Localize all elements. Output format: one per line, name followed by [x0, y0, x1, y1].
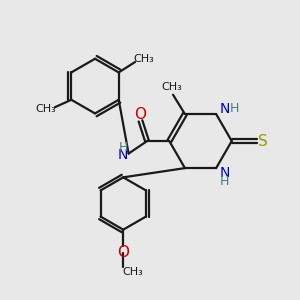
- Text: O: O: [117, 245, 129, 260]
- Text: S: S: [258, 134, 268, 148]
- Text: N: N: [219, 167, 230, 181]
- Text: CH₃: CH₃: [161, 82, 182, 92]
- Text: H: H: [118, 140, 128, 154]
- Text: N: N: [219, 102, 230, 116]
- Text: H: H: [230, 102, 239, 115]
- Text: CH₃: CH₃: [134, 54, 154, 64]
- Text: N: N: [118, 148, 128, 162]
- Text: CH₃: CH₃: [35, 104, 56, 114]
- Text: O: O: [134, 107, 146, 122]
- Text: CH₃: CH₃: [122, 267, 143, 277]
- Text: H: H: [220, 175, 229, 188]
